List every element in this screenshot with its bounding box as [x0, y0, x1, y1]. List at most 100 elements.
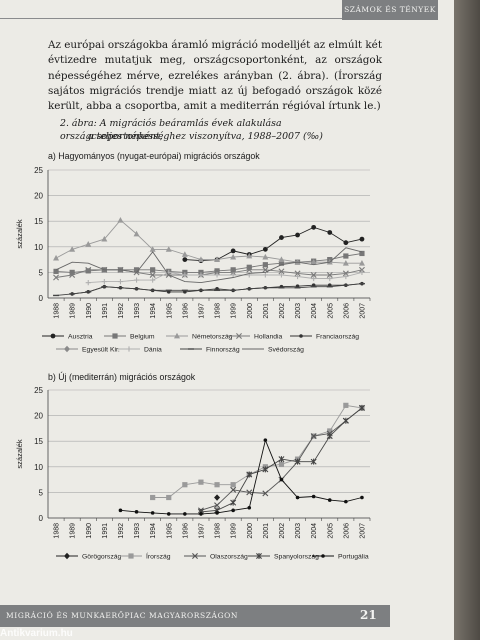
data-point: [326, 271, 333, 278]
data-point: [310, 433, 317, 440]
legend-label: Franciaország: [316, 334, 359, 341]
data-point: [214, 502, 221, 509]
data-point: [133, 267, 140, 273]
x-tick-label: 1991: [102, 303, 109, 319]
x-tick-label: 1990: [86, 523, 93, 539]
x-tick-label: 1995: [166, 303, 173, 319]
running-title: MIGRÁCIÓ ÉS MUNKAERŐPIAC MAGYARORSZÁGON: [6, 611, 239, 620]
data-point: [69, 246, 76, 252]
x-tick-label: 1992: [118, 523, 125, 539]
chart-a-title: a) Hagyományos (nyugat-európai) migráció…: [48, 151, 260, 161]
data-point: [358, 259, 365, 266]
data-point: [214, 482, 220, 488]
figure-caption-line2: a teljes népességhez viszonyítva, 1988–2…: [88, 131, 323, 142]
y-tick-label: 15: [34, 437, 43, 446]
legend-item: Olaszország: [184, 553, 248, 561]
x-tick-label: 1994: [150, 523, 157, 539]
data-point: [183, 512, 187, 516]
legend-swatch-marker: [64, 345, 70, 353]
x-tick-label: 2002: [279, 523, 286, 539]
y-tick-label: 15: [34, 217, 43, 226]
data-point: [247, 505, 252, 510]
series-belgium: [53, 250, 365, 275]
data-point: [214, 272, 220, 278]
data-point: [294, 270, 301, 277]
data-point: [85, 266, 92, 273]
data-point: [327, 428, 333, 434]
data-point: [278, 260, 285, 266]
y-tick-label: 25: [34, 386, 43, 395]
data-point: [150, 277, 156, 283]
legend-label: Írország: [146, 552, 171, 561]
data-point: [294, 458, 301, 465]
data-point: [359, 236, 365, 242]
data-point: [262, 272, 268, 278]
y-axis-label: százalék: [15, 439, 24, 468]
x-tick-label: 1996: [182, 523, 189, 539]
y-tick-label: 5: [39, 488, 44, 497]
x-tick-label: 1988: [54, 303, 61, 319]
x-tick-label: 1995: [166, 523, 173, 539]
data-point: [133, 277, 140, 283]
y-tick-label: 10: [34, 243, 43, 252]
data-point: [295, 232, 300, 238]
data-point: [182, 482, 188, 488]
legend-swatch-marker: [50, 333, 56, 339]
legend-item: Svédország: [242, 347, 304, 354]
data-point: [230, 486, 237, 493]
data-point: [310, 458, 317, 465]
x-tick-label: 1993: [134, 523, 141, 539]
data-point: [199, 512, 203, 516]
data-point: [215, 511, 219, 515]
legend-label: Olaszország: [210, 554, 248, 561]
series-sv-dorsz-g: [55, 247, 363, 284]
legend-label: Egyesült Kir.: [82, 347, 120, 354]
x-tick-label: 1997: [198, 523, 205, 539]
data-point: [150, 494, 156, 501]
x-tick-label: 1993: [134, 303, 141, 319]
x-tick-label: 1992: [118, 303, 125, 319]
data-point: [278, 456, 285, 463]
legend-item: Dánia: [118, 346, 162, 354]
series-portug-lia: [118, 438, 364, 516]
data-point: [182, 272, 188, 278]
intro-paragraph: Az európai országokba áramló migráció mo…: [48, 39, 382, 113]
data-point: [230, 499, 237, 506]
x-tick-label: 1999: [231, 523, 238, 539]
series-line: [184, 226, 363, 262]
data-point: [358, 404, 365, 411]
data-point: [327, 275, 333, 282]
series-line: [120, 438, 363, 515]
footer-band: MIGRÁCIÓ ÉS MUNKAERŐPIAC MAGYARORSZÁGON …: [0, 605, 390, 627]
data-point: [342, 270, 349, 277]
data-point: [214, 256, 221, 262]
data-point: [166, 512, 171, 516]
data-point: [246, 489, 253, 496]
legend-swatch-marker: [256, 553, 262, 559]
data-point: [230, 272, 236, 278]
data-point: [165, 246, 172, 252]
x-tick-label: 1991: [102, 523, 109, 539]
figure-caption-line1: 2. ábra: A migrációs beáramlás évek alak…: [60, 118, 282, 142]
data-point: [343, 240, 349, 246]
series-line: [55, 219, 362, 264]
watermark: Antikvarium.hu: [0, 628, 73, 639]
x-tick-label: 2004: [311, 303, 318, 319]
data-point: [263, 438, 268, 442]
data-point: [53, 268, 59, 274]
data-point: [359, 250, 365, 257]
data-point: [69, 269, 75, 275]
data-point: [262, 246, 268, 252]
data-point: [278, 256, 285, 262]
data-point: [311, 494, 316, 499]
data-point: [262, 253, 269, 260]
data-point: [246, 264, 252, 270]
x-tick-label: 1998: [215, 523, 222, 539]
data-point: [230, 253, 237, 260]
running-header: SZÁMOK ÉS TÉNYEK: [0, 0, 454, 22]
x-tick-label: 1990: [86, 303, 93, 319]
legend-label: Spanyolország: [274, 554, 319, 561]
x-tick-label: 2000: [247, 303, 254, 319]
data-point: [230, 267, 236, 273]
legend-swatch-marker: [174, 332, 180, 339]
